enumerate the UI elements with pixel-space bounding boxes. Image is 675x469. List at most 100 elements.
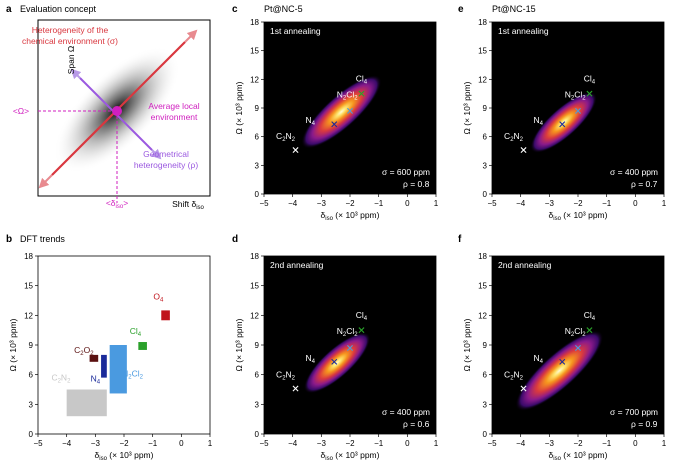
geometrical-arrow-high: [150, 148, 162, 160]
geometrical-label-1: Geometrical: [143, 149, 189, 159]
label-cl4: Cl4: [356, 310, 368, 322]
y-tick-label: 15: [478, 47, 487, 56]
panel-b-title: DFT trends: [20, 234, 65, 244]
y-tick-label: 6: [483, 371, 488, 380]
x-tick-label: −3: [317, 439, 327, 448]
marker-cl4: [358, 90, 365, 97]
x-tick-label: 1: [662, 439, 667, 448]
plot-f: −5 −4 −3 −2 −1 0 1 0 3 6 9 12 15 18 δiso (× 10³ ppm) Ω …: [462, 252, 667, 462]
y-tick-label: 6: [29, 371, 34, 380]
label-cl4: Cl4: [130, 326, 142, 338]
x-tick-label: −1: [148, 439, 158, 448]
y-tick-label: 0: [29, 430, 34, 439]
y-tick-label: 12: [24, 311, 33, 320]
x-tick-label: −2: [345, 199, 355, 208]
marker-cl4: [358, 327, 365, 334]
y-tick-label: 15: [24, 282, 33, 291]
x-tick-label: 0: [405, 199, 410, 208]
y-tick-label: 18: [250, 252, 259, 261]
label-c2n2: C2N2: [51, 373, 71, 385]
label-n2cl2: N2Cl2: [565, 89, 587, 101]
geometrical-label-2: heterogeneity (ρ): [134, 160, 199, 170]
label-n2cl2: N2Cl2: [122, 369, 144, 381]
density-f: [515, 330, 604, 412]
bar-n4: [101, 354, 107, 378]
delta-mark: <δiso>: [106, 198, 128, 210]
x-axis-label: δiso (× 10³ ppm): [549, 210, 608, 222]
x-tick-label: −2: [119, 439, 129, 448]
sigma-label: σ = 700 ppm: [610, 407, 658, 417]
marker-n2cl2: [575, 107, 581, 114]
label-o4: O4: [153, 292, 164, 304]
bar-c2o2: [89, 354, 99, 362]
heterogeneity-arrow-low: [38, 174, 53, 189]
y-tick-label: 9: [483, 104, 488, 113]
y-tick-label: 6: [483, 133, 488, 142]
x-tick-label: −4: [516, 199, 526, 208]
rho-label: ρ = 0.7: [631, 179, 658, 189]
sigma-label: σ = 400 ppm: [382, 407, 430, 417]
x-tick-label: 0: [179, 439, 184, 448]
marker-n2cl2: [347, 344, 353, 351]
y-axis-label: Ω (× 10³ ppm): [8, 318, 18, 371]
marker-c2n2: [520, 147, 527, 154]
label-cl4: Cl4: [356, 74, 368, 86]
x-tick-label: 0: [633, 199, 638, 208]
x-tick-label: 1: [662, 199, 667, 208]
bar-c2n2: [66, 389, 107, 417]
marker-c2n2: [292, 147, 299, 154]
label-c2n2: C2N2: [276, 370, 296, 382]
panel-c-title: Pt@NC-5: [264, 4, 303, 14]
y-tick-label: 12: [478, 75, 487, 84]
x-tick-label: −4: [62, 439, 72, 448]
marker-n2cl2: [575, 344, 581, 351]
panel-d-letter: d: [232, 234, 238, 245]
y-axis-label: Ω (× 10³ ppm): [234, 318, 244, 371]
label-n4: N4: [305, 115, 315, 127]
x-tick-label: −3: [545, 199, 555, 208]
x-tick-label: 1: [208, 439, 213, 448]
label-n2cl2: N2Cl2: [337, 89, 359, 101]
y-tick-label: 0: [255, 430, 260, 439]
average-label-1: Average local: [148, 101, 199, 111]
y-axis-label: Ω (× 10³ ppm): [234, 81, 244, 134]
y-tick-label: 3: [483, 400, 488, 409]
x-tick-label: −2: [345, 439, 355, 448]
x-tick-label: −2: [573, 439, 583, 448]
density-d: [303, 332, 371, 394]
y-tick-label: 9: [29, 341, 34, 350]
label-n4: N4: [305, 353, 315, 365]
y-tick-label: 9: [483, 341, 488, 350]
panel-a-ylabel: Span Ω: [66, 46, 76, 75]
marker-c2n2: [292, 385, 299, 392]
x-tick-label: −1: [602, 439, 612, 448]
x-axis-label: δiso (× 10³ ppm): [95, 450, 154, 462]
x-tick-label: −3: [545, 439, 555, 448]
average-label-2: environment: [151, 112, 198, 122]
x-tick-label: −3: [91, 439, 101, 448]
marker-n4: [331, 121, 338, 128]
y-tick-label: 12: [478, 311, 487, 320]
label-n2cl2: N2Cl2: [565, 326, 587, 338]
bar-o4: [161, 310, 170, 321]
x-tick-label: −1: [374, 439, 384, 448]
marker-n4: [559, 358, 566, 365]
y-tick-label: 18: [478, 18, 487, 27]
x-tick-label: 0: [405, 439, 410, 448]
x-tick-label: −5: [487, 199, 497, 208]
rho-label: ρ = 0.8: [403, 179, 430, 189]
label-c2n2: C2N2: [504, 370, 524, 382]
label-n4: N4: [533, 115, 543, 127]
y-axis-label: Ω (× 10³ ppm): [462, 318, 472, 371]
x-tick-label: −1: [374, 199, 384, 208]
y-tick-label: 3: [483, 161, 488, 170]
marker-n2cl2: [347, 107, 353, 114]
x-tick-label: −5: [487, 439, 497, 448]
panel-a: a Evaluation concept Heterogeneity of th…: [6, 4, 211, 211]
panel-f-letter: f: [458, 234, 462, 245]
marker-n4: [331, 358, 338, 365]
x-tick-label: −3: [317, 199, 327, 208]
plot-e: −5 −4 −3 −2 −1 0 1 0 3 6 9 12 15 18 δiso (× 10³ ppm) Ω …: [462, 18, 667, 222]
x-tick-label: 1: [434, 439, 439, 448]
y-tick-label: 3: [255, 400, 260, 409]
